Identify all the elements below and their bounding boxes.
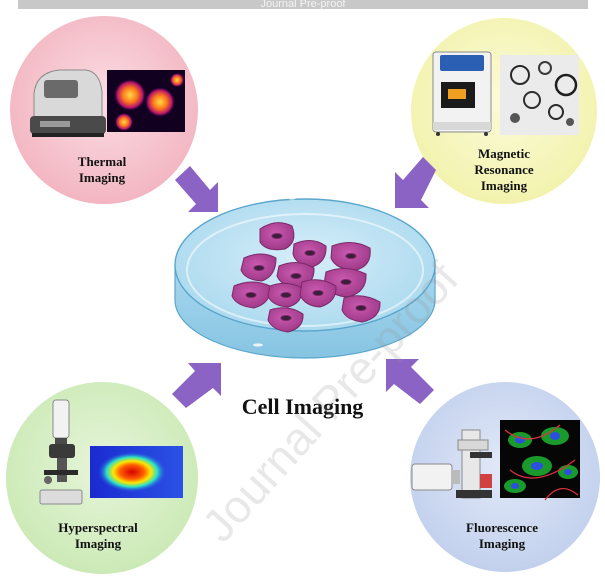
cell-imaging-title: Cell Imaging [241, 394, 364, 419]
magnetic-label-line2: Resonance [474, 162, 534, 177]
magnetic-label-line3: Imaging [480, 178, 528, 193]
fluorescence-imaging-label: Fluorescence Imaging [432, 520, 572, 552]
cell [330, 242, 371, 271]
hyperspectral-label-line2: Imaging [74, 536, 122, 551]
cell [267, 307, 304, 333]
fluorescence-microscope-icon [411, 429, 492, 499]
arrow-from-thermal [175, 166, 218, 212]
arrow-from-magnetic [395, 157, 436, 208]
thermal-label-line2: Imaging [78, 170, 126, 185]
magnetic-label-line1: Magnetic [478, 146, 530, 161]
hyperspectral-heatmap-image [90, 446, 183, 498]
cell [341, 295, 381, 323]
hyperspectral-microscope-icon [39, 399, 83, 505]
thermal-imaging-label: Thermal Imaging [32, 154, 172, 186]
cell [231, 281, 271, 309]
cell [292, 240, 327, 268]
hyperspectral-label-line1: Hyperspectral [58, 520, 138, 535]
arrow-from-fluorescence [386, 359, 434, 404]
fluorescence-cell-image [500, 420, 580, 501]
mri-instrument-icon [432, 51, 492, 136]
journal-banner: Journal Pre-proof [18, 0, 588, 9]
fluorescence-label-line1: Fluorescence [466, 520, 538, 535]
cell [267, 282, 303, 308]
mri-cell-image [500, 55, 579, 135]
thermal-label-line1: Thermal [77, 154, 127, 169]
cell [299, 279, 337, 308]
cell [259, 222, 295, 251]
cell [240, 253, 277, 282]
thermal-imaging-instrument-icon [30, 69, 106, 137]
fluorescence-label-line2: Imaging [478, 536, 526, 551]
magnetic-resonance-imaging-label: Magnetic Resonance Imaging [434, 146, 574, 194]
arrow-from-hyperspectral [172, 363, 221, 408]
hyperspectral-imaging-label: Hyperspectral Imaging [28, 520, 168, 552]
thermal-cell-image [107, 70, 185, 132]
cells [231, 222, 381, 333]
